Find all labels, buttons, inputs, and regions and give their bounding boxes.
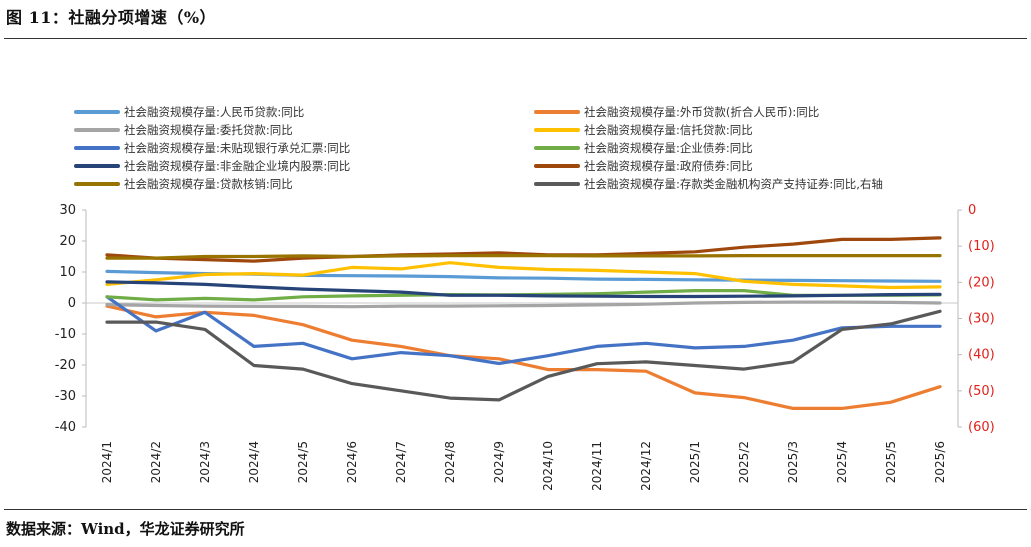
y-left-tick-label: 30 — [59, 203, 76, 218]
legend-label: 社会融资规模存量:政府债券:同比 — [584, 159, 753, 173]
y-left-tick-label: -20 — [55, 358, 76, 373]
series-line-7 — [105, 280, 942, 299]
x-tick-label: 2024/3 — [198, 441, 212, 483]
y-left-tick-label: 0 — [68, 296, 76, 311]
y-right-tick-label: (40) — [968, 348, 995, 363]
y-left-tick-label: 20 — [59, 234, 76, 249]
series-line-8 — [105, 236, 942, 263]
data-source: 数据来源：Wind，华龙证券研究所 — [6, 520, 245, 538]
x-tick-label: 2024/6 — [345, 441, 359, 483]
legend-label: 社会融资规模存量:信托贷款:同比 — [584, 123, 753, 137]
y-right-tick-label: (50) — [968, 384, 995, 399]
y-right-tick-label: (20) — [968, 275, 995, 290]
series-line-2 — [105, 304, 942, 410]
x-tick-label: 2024/10 — [541, 441, 555, 491]
y-right-tick-label: (30) — [968, 312, 995, 327]
x-tick-label: 2025/1 — [688, 441, 702, 483]
legend-label: 社会融资规模存量:委托贷款:同比 — [124, 123, 293, 137]
top-divider — [4, 38, 1027, 39]
chart-series — [105, 236, 942, 410]
x-tick-label: 2024/7 — [394, 441, 408, 483]
y-right-tick-label: (10) — [968, 239, 995, 254]
legend-label: 社会融资规模存量:未贴现银行承兑汇票:同比 — [124, 141, 350, 155]
legend-label: 社会融资规模存量:企业债券:同比 — [584, 141, 753, 155]
x-tick-label: 2025/6 — [933, 441, 947, 483]
legend-label: 社会融资规模存量:非金融企业境内股票:同比 — [124, 159, 350, 173]
chart-legend: 社会融资规模存量:人民币贷款:同比 社会融资规模存量:外币贷款(折合人民币):同比… — [74, 105, 883, 191]
y-left-tick-label: -40 — [55, 420, 76, 435]
x-tick-label: 2025/4 — [835, 441, 849, 483]
series-line-10 — [105, 309, 942, 402]
y-right-tick-label: 0 — [968, 203, 976, 218]
x-tick-label: 2024/1 — [100, 441, 114, 483]
series-line-9 — [105, 254, 942, 260]
x-tick-label: 2024/11 — [590, 441, 604, 491]
bottom-divider — [4, 509, 1027, 510]
x-tick-label: 2024/4 — [247, 441, 261, 483]
legend-label: 社会融资规模存量:外币贷款(折合人民币):同比 — [584, 105, 819, 119]
x-tick-label: 2024/12 — [639, 441, 653, 491]
x-tick-label: 2024/2 — [149, 441, 163, 483]
y-right-tick-label: (60) — [968, 420, 995, 435]
series-line-4 — [105, 261, 942, 290]
x-tick-label: 2025/3 — [786, 441, 800, 483]
legend-label: 社会融资规模存量:存款类金融机构资产支持证券:同比,右轴 — [584, 177, 883, 191]
y-left-tick-label: 10 — [59, 265, 76, 280]
legend-label: 社会融资规模存量:人民币贷款:同比 — [124, 105, 304, 119]
series-line-5 — [105, 295, 942, 366]
x-tick-label: 2024/5 — [296, 441, 310, 483]
series-line-3 — [105, 300, 942, 309]
x-tick-label: 2024/9 — [492, 441, 506, 483]
x-tick-label: 2025/2 — [737, 441, 751, 483]
x-tick-label: 2024/8 — [443, 441, 457, 483]
y-left-tick-label: -10 — [55, 327, 76, 342]
y-left-tick-label: -30 — [55, 389, 76, 404]
legend-label: 社会融资规模存量:贷款核销:同比 — [124, 177, 293, 191]
figure-title: 图 11：社融分项增速（%） — [6, 8, 217, 27]
x-tick-label: 2025/5 — [884, 441, 898, 483]
chart-axes: 30 20 10 0 -10 -20 -30 -40 0 (10) (20) (30) (40) (50)… — [55, 203, 995, 491]
